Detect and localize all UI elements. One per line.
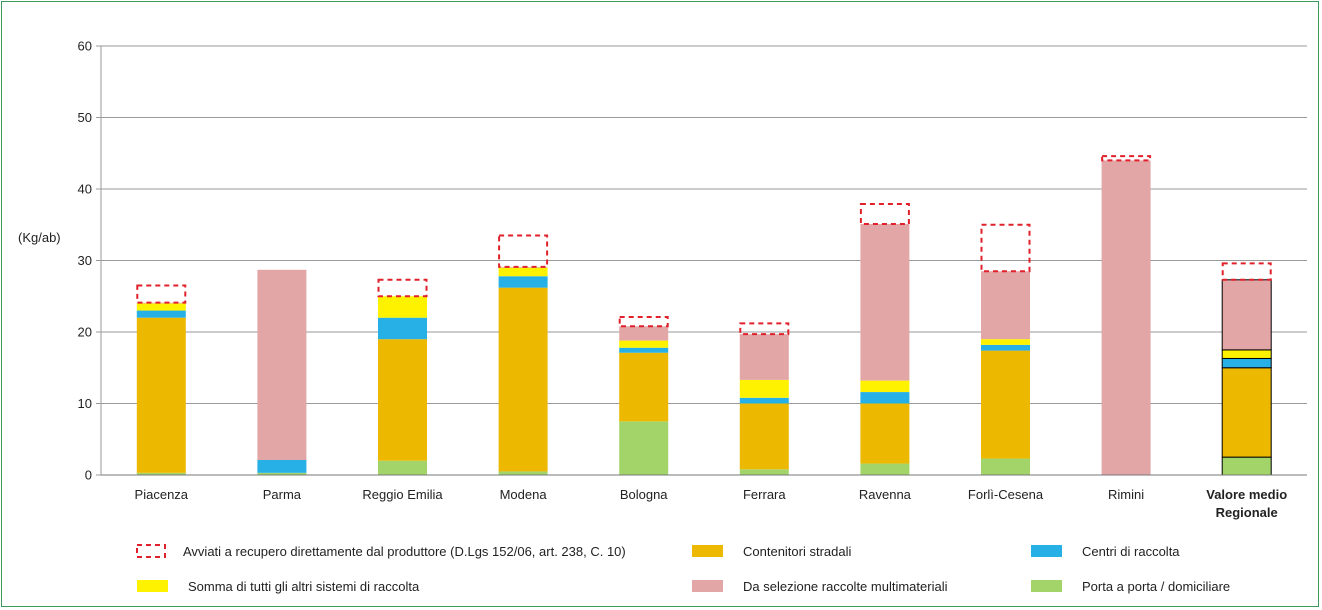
category-label: Valore medio Regionale [1206, 487, 1287, 520]
legend-swatch [692, 580, 723, 592]
bar-segment-avviati-a-recupero-direttament-ravenna [859, 203, 910, 226]
bar-segment-porta-a-porta-domiciliare-piacenza [136, 472, 186, 475]
bar-segment-somma-di-tutti-gli-altri-siste-modena [498, 267, 548, 277]
bar-segment-avviati-a-recupero-direttament-rimini [1101, 155, 1152, 162]
bar-segment-avviati-a-recupero-direttament-ferrara [739, 322, 790, 336]
bar-segment-centri-di-raccolta-forl-cesena [981, 344, 1030, 351]
bar-segment-da-selezione-raccolte-multimat-parma [257, 269, 307, 460]
category-label: Rimini [1108, 487, 1144, 502]
bar-segment-avviati-a-recupero-direttament-valore-medio-regionale [1221, 262, 1272, 281]
y-tick-label: 50 [78, 110, 92, 125]
legend-label: Somma di tutti gli altri sistemi di racc… [188, 579, 420, 594]
category-label: Parma [263, 487, 302, 502]
y-tick-label: 20 [78, 325, 92, 340]
bar-segment-da-selezione-raccolte-multimat-ferrara [739, 334, 789, 380]
bar-segment-porta-a-porta-domiciliare-ferrara [739, 469, 789, 475]
bar-segment-centri-di-raccolta-ravenna [860, 392, 910, 404]
legend-swatch [1031, 580, 1062, 592]
bar-segment-contenitori-stradali-valore-medio-regionale [1221, 367, 1272, 458]
bar-segment-contenitori-stradali-reggio-emilia [378, 339, 427, 461]
y-tick-label: 60 [78, 39, 92, 54]
bar-segment-da-selezione-raccolte-multimat-bologna [619, 326, 669, 341]
category-label: Piacenza [135, 487, 189, 502]
category-label: Bologna [620, 487, 668, 502]
bar-segment-centri-di-raccolta-bologna [619, 347, 669, 353]
bar-segment-somma-di-tutti-gli-altri-siste-forl-cesena [981, 339, 1030, 345]
bar-segment-contenitori-stradali-ravenna [860, 403, 910, 464]
bar-segment-avviati-a-recupero-direttament-bologna [618, 315, 669, 328]
legend-swatch-dashed [136, 544, 166, 558]
bar-segment-somma-di-tutti-gli-altri-siste-ravenna [860, 380, 910, 393]
bar-segment-somma-di-tutti-gli-altri-siste-bologna [619, 340, 669, 348]
legend-swatch [692, 545, 723, 557]
bar-segment-porta-a-porta-domiciliare-bologna [619, 421, 669, 475]
y-tick-label: 0 [85, 468, 92, 483]
bar-segment-da-selezione-raccolte-multimat-piacenza [136, 302, 186, 304]
bar-segment-somma-di-tutti-gli-altri-siste-valore-medio-regionale [1221, 349, 1272, 359]
category-label: Forlì-Cesena [968, 487, 1044, 502]
bar-segment-avviati-a-recupero-direttament-piacenza [136, 284, 187, 304]
bar-segment-da-selezione-raccolte-multimat-ravenna [860, 224, 910, 381]
category-label: Reggio Emilia [362, 487, 443, 502]
legend-label: Contenitori stradali [743, 544, 851, 559]
legend-label: Porta a porta / domiciliare [1082, 579, 1230, 594]
bar-segment-contenitori-stradali-forl-cesena [981, 350, 1030, 459]
legend-swatch [137, 580, 168, 592]
y-axis-label: (Kg/ab) [18, 230, 61, 245]
bar-segment-da-selezione-raccolte-multimat-valore-medio-regionale [1221, 279, 1272, 351]
bar-segment-da-selezione-raccolte-multimat-forl-cesena [981, 271, 1030, 340]
bar-segment-centri-di-raccolta-ferrara [739, 397, 789, 404]
bar-segment-porta-a-porta-domiciliare-parma [257, 472, 307, 475]
bar-segment-contenitori-stradali-ferrara [739, 403, 789, 470]
bar-segment-centri-di-raccolta-valore-medio-regionale [1221, 357, 1272, 369]
bar-segment-da-selezione-raccolte-multimat-rimini [1101, 160, 1151, 475]
bar-segment-somma-di-tutti-gli-altri-siste-ferrara [739, 379, 789, 398]
bar-segment-avviati-a-recupero-direttament-forl-cesena [980, 223, 1031, 273]
category-label: Modena [500, 487, 548, 502]
category-label: Ravenna [859, 487, 912, 502]
bar-segment-contenitori-stradali-bologna [619, 352, 669, 422]
y-tick-label: 10 [78, 396, 92, 411]
bar-segment-porta-a-porta-domiciliare-ravenna [860, 463, 910, 475]
bar-segment-centri-di-raccolta-parma [257, 459, 307, 473]
bar-segment-somma-di-tutti-gli-altri-siste-piacenza [136, 303, 186, 311]
bar-segment-porta-a-porta-domiciliare-forl-cesena [981, 458, 1030, 475]
bar-segment-centri-di-raccolta-modena [498, 276, 548, 288]
bar-segment-avviati-a-recupero-direttament-reggio-emilia [377, 278, 428, 298]
bar-segment-porta-a-porta-domiciliare-modena [498, 471, 548, 475]
bar-segment-centri-di-raccolta-piacenza [136, 310, 186, 318]
legend-label: Centri di raccolta [1082, 544, 1180, 559]
bar-segment-centri-di-raccolta-reggio-emilia [378, 317, 427, 340]
legend-label: Da selezione raccolte multimateriali [743, 579, 948, 594]
bar-segment-avviati-a-recupero-direttament-modena [498, 234, 549, 268]
category-label: Ferrara [743, 487, 786, 502]
bar-segment-porta-a-porta-domiciliare-valore-medio-regionale [1221, 456, 1272, 476]
bar-segment-porta-a-porta-domiciliare-reggio-emilia [378, 460, 427, 475]
legend-swatch [1031, 545, 1062, 557]
bar-segment-contenitori-stradali-piacenza [136, 317, 186, 473]
bar-segment-somma-di-tutti-gli-altri-siste-reggio-emilia [378, 296, 427, 318]
legend-label: Avviati a recupero direttamente dal prod… [183, 544, 626, 559]
bar-segment-contenitori-stradali-modena [498, 287, 548, 472]
y-tick-label: 40 [78, 182, 92, 197]
y-tick-label: 30 [78, 253, 92, 268]
